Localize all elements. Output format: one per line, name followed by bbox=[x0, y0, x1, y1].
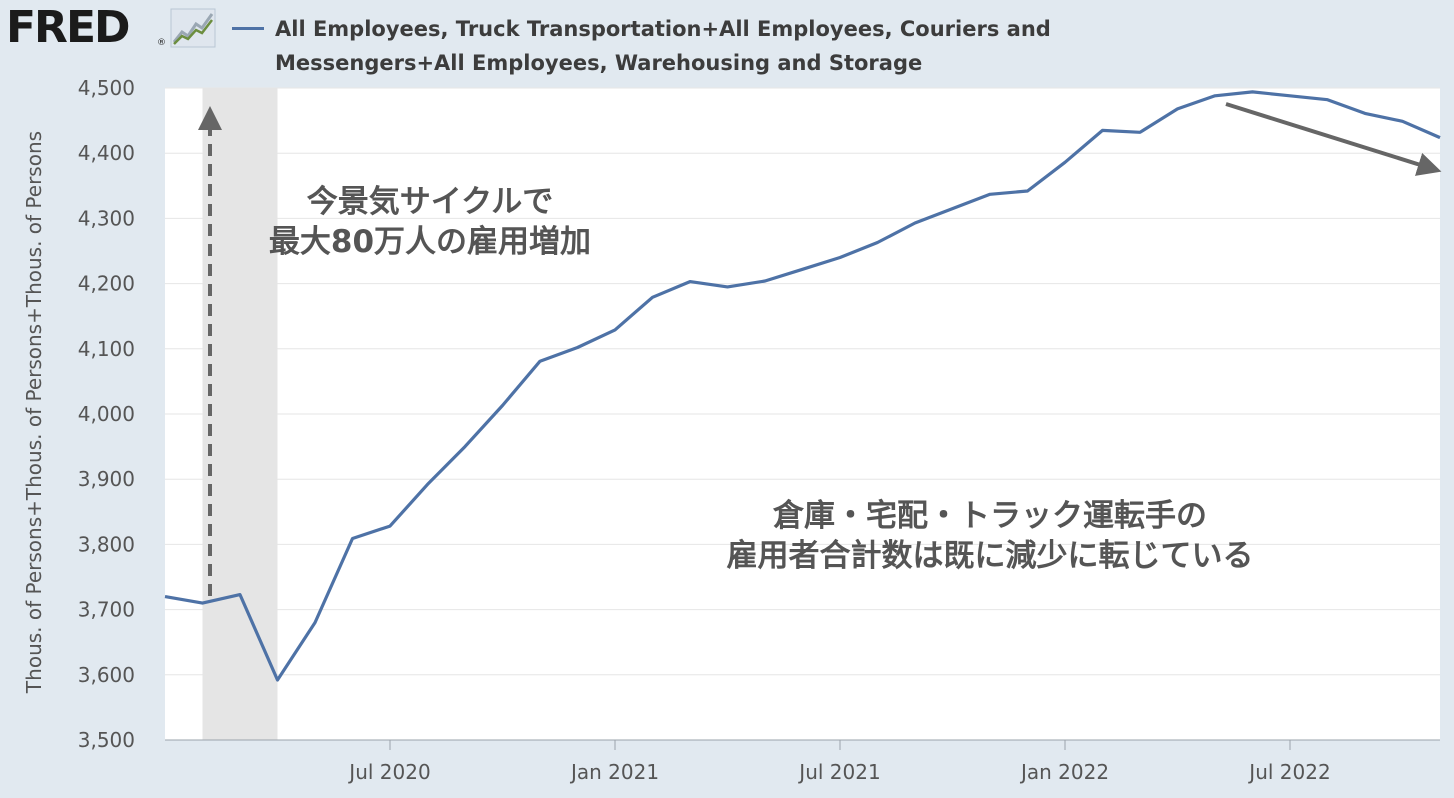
recession-shading bbox=[202, 88, 278, 740]
y-axis-label: Thous. of Persons+Thous. of Persons+Thou… bbox=[22, 131, 46, 694]
y-tick-label: 3,900 bbox=[78, 467, 135, 491]
y-tick-label: 4,100 bbox=[78, 337, 135, 361]
y-tick-label: 4,400 bbox=[78, 141, 135, 165]
x-axis-ticks: Jul 2020 Jan 2021 Jul 2021 Jan 2022 Jul 2022 bbox=[347, 740, 1331, 784]
y-tick-label: 4,200 bbox=[78, 272, 135, 296]
legend-line-1: All Employees, Truck Transportation+All … bbox=[275, 17, 1051, 41]
gridlines bbox=[165, 87, 1440, 676]
annotation-right-line-1: 倉庫・宅配・トラック運転手の bbox=[773, 498, 1207, 534]
line-chart-icon bbox=[170, 8, 216, 48]
y-tick-label: 3,800 bbox=[78, 532, 135, 556]
y-tick-label: 3,600 bbox=[78, 663, 135, 687]
annotation-right: 倉庫・宅配・トラック運転手の 雇用者合計数は既に減少に転じている bbox=[640, 496, 1340, 576]
series-line bbox=[164, 90, 1441, 682]
x-tick-label: Jan 2021 bbox=[569, 760, 659, 784]
x-tick-label: Jan 2022 bbox=[1019, 760, 1109, 784]
y-axis-ticks: 3,500 3,600 3,700 3,800 3,900 4,000 4,100 4,200… bbox=[78, 76, 135, 752]
y-tick-label: 4,300 bbox=[78, 206, 135, 230]
y-tick-label: 3,700 bbox=[78, 598, 135, 622]
y-tick-label: 4,500 bbox=[78, 76, 135, 100]
y-tick-label: 3,500 bbox=[78, 728, 135, 752]
legend-line-2: Messengers+All Employees, Warehousing an… bbox=[275, 51, 923, 75]
y-tick-label: 4,000 bbox=[78, 402, 135, 426]
legend-series-swatch bbox=[232, 27, 264, 30]
x-tick-label: Jul 2022 bbox=[1247, 760, 1330, 784]
fred-registered-mark: ® bbox=[157, 38, 166, 48]
annotation-left-line-1: 今景気サイクルで bbox=[306, 184, 554, 220]
x-tick-label: Jul 2020 bbox=[347, 760, 430, 784]
trend-down-arrow bbox=[1225, 102, 1442, 176]
legend-series-label: All Employees, Truck Transportation+All … bbox=[275, 12, 1095, 80]
annotation-right-line-2: 雇用者合計数は既に減少に転じている bbox=[726, 538, 1254, 574]
fred-logo[interactable]: FRED bbox=[6, 2, 131, 53]
chart-header: FRED ® All Employees, Truck Transportati… bbox=[0, 0, 1454, 80]
annotation-left-line-2: 最大80万人の雇用増加 bbox=[268, 224, 592, 260]
annotation-left: 今景気サイクルで 最大80万人の雇用増加 bbox=[220, 182, 640, 262]
x-tick-label: Jul 2021 bbox=[797, 760, 880, 784]
